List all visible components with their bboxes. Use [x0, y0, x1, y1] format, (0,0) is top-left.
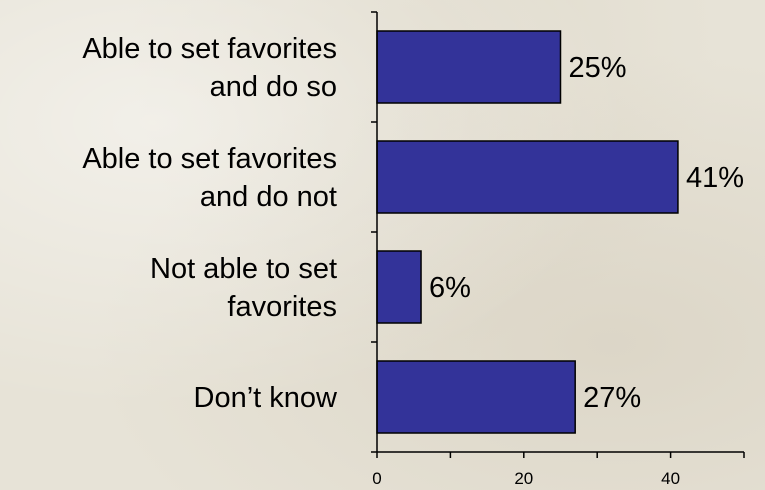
category-label-1: Able to set favorites and do so: [82, 33, 337, 103]
bar-2: [376, 140, 679, 214]
x-tick-label: 0: [372, 469, 381, 488]
value-label-3: 6%: [429, 272, 471, 304]
value-label-1: 25%: [569, 52, 627, 84]
value-label-2: 41%: [686, 162, 744, 194]
x-tick-label: 40: [661, 469, 680, 488]
bar-3: [376, 250, 422, 324]
category-label-2: Able to set favorites and do not: [82, 143, 337, 213]
category-label-4: Don’t know: [194, 382, 339, 414]
bar-4: [376, 360, 576, 434]
bar-1: [376, 30, 562, 104]
category-label-3: Not able to set favorites: [150, 253, 337, 323]
value-label-4: 27%: [583, 382, 641, 414]
x-tick-label: 20: [514, 469, 533, 488]
